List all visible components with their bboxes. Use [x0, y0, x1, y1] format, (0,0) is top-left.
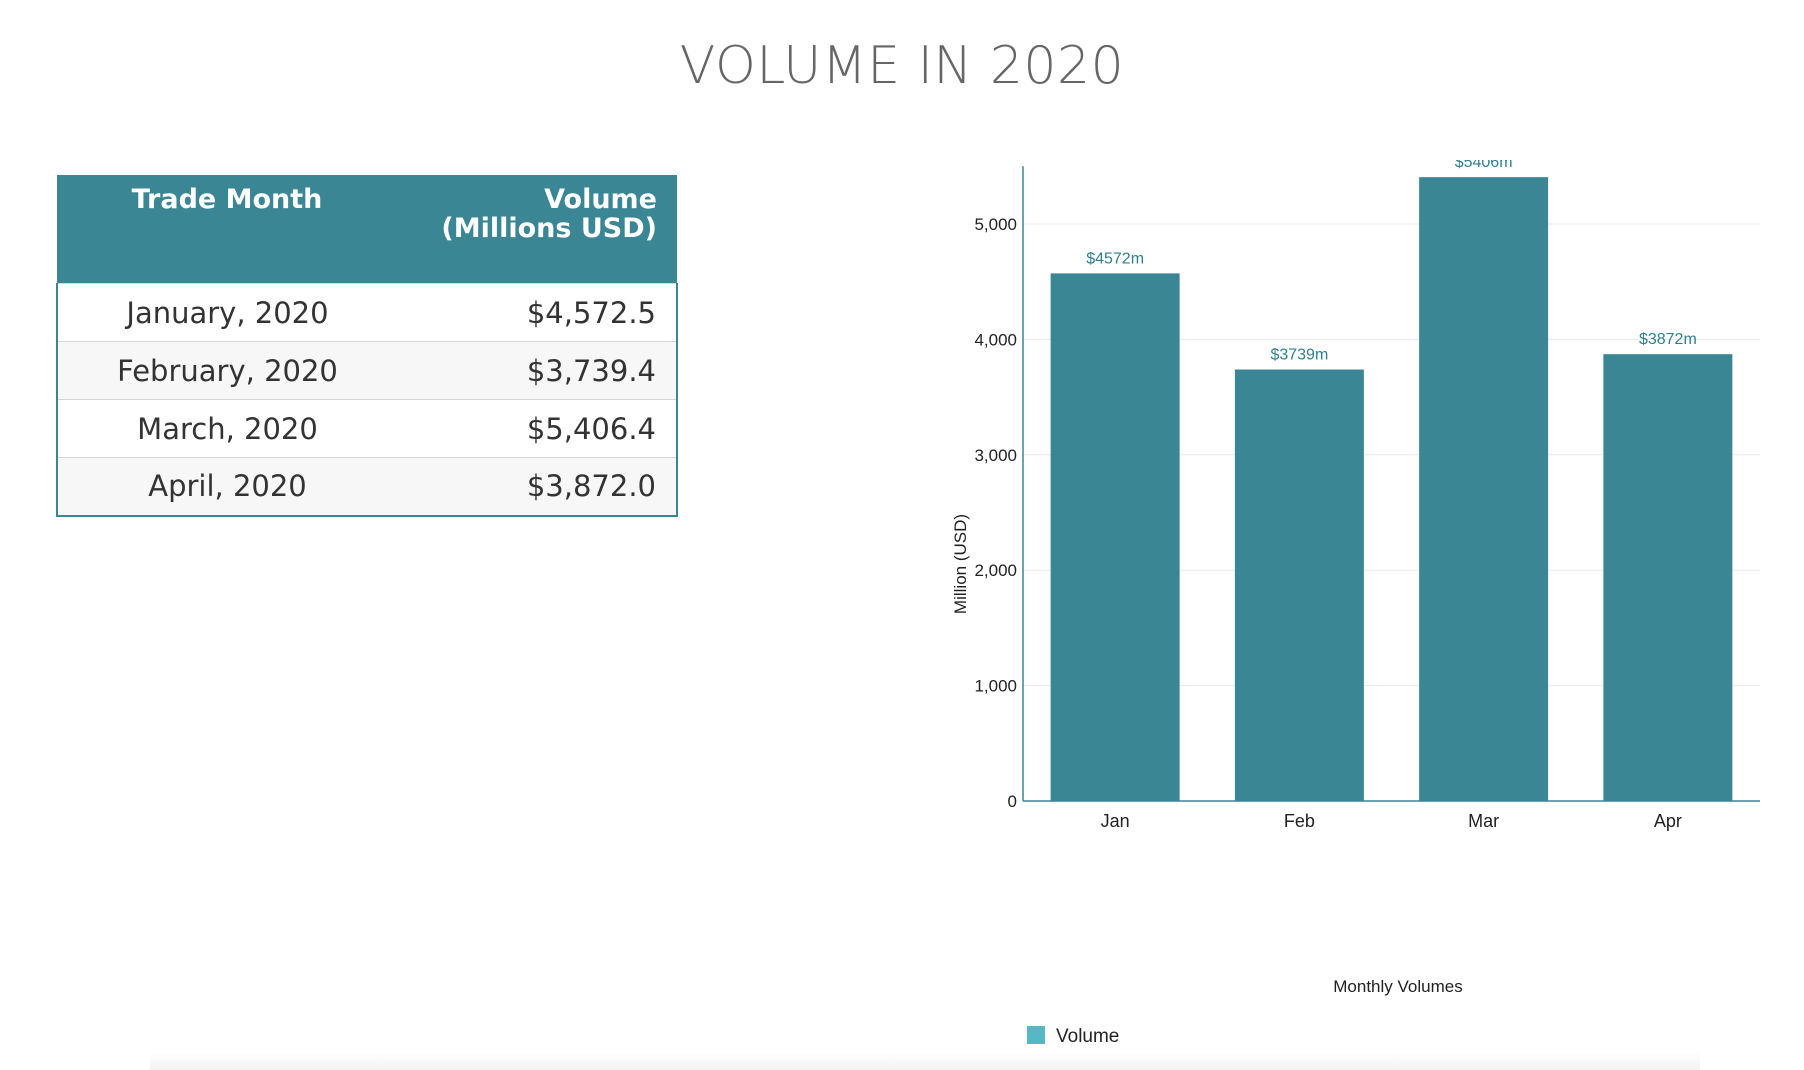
- bar[interactable]: [1050, 273, 1180, 801]
- cell-volume: $3,739.4: [397, 341, 678, 400]
- bottom-shadow: [150, 1052, 1700, 1070]
- cell-trade-month: March, 2020: [56, 399, 397, 458]
- cell-trade-month: January, 2020: [56, 283, 397, 342]
- y-tick-label: 1,000: [974, 677, 1017, 696]
- volume-table: Trade Month Volume (Millions USD) Januar…: [56, 175, 678, 517]
- cell-volume: $5,406.4: [397, 399, 678, 458]
- y-tick-label: 3,000: [974, 446, 1017, 465]
- x-tick-label: Mar: [1468, 811, 1499, 831]
- y-tick-label: 5,000: [974, 215, 1017, 234]
- chart-canvas: 0 1,000 2,000 3,000 4,000 5,000 $4572m Jan $3739…: [951, 154, 1760, 1047]
- x-tick-label: Jan: [1101, 811, 1130, 831]
- bar-series: [1050, 177, 1733, 802]
- data-label: $4572m: [1086, 250, 1144, 267]
- cell-volume: $3,872.0: [397, 457, 678, 517]
- legend-swatch: [1027, 1026, 1045, 1044]
- cell-trade-month: April, 2020: [56, 457, 397, 517]
- table-row: February, 2020 $3,739.4: [56, 341, 678, 400]
- bar[interactable]: [1603, 354, 1733, 801]
- table-row: January, 2020 $4,572.5: [56, 283, 678, 342]
- y-tick-label: 0: [1008, 792, 1017, 811]
- column-header-trade-month[interactable]: Trade Month: [57, 175, 397, 284]
- page-title: VOLUME IN 2020: [679, 36, 1125, 96]
- y-tick-label: 4,000: [974, 330, 1017, 349]
- data-label: $5406m: [1455, 160, 1513, 171]
- data-label: $3739m: [1270, 347, 1328, 364]
- table-header-row: Trade Month Volume (Millions USD): [57, 175, 677, 284]
- y-axis-title: Million (USD): [951, 514, 970, 614]
- cell-trade-month: February, 2020: [56, 341, 397, 400]
- volume-chart: 0 1,000 2,000 3,000 4,000 5,000 $4572m Jan $3739…: [920, 154, 1780, 1060]
- x-tick-label: Feb: [1284, 811, 1315, 831]
- data-label: $3872m: [1639, 331, 1697, 348]
- bar[interactable]: [1234, 369, 1364, 801]
- x-axis-title: Monthly Volumes: [1333, 977, 1462, 996]
- table-row: March, 2020 $5,406.4: [56, 399, 678, 458]
- bar[interactable]: [1419, 177, 1549, 802]
- cell-volume: $4,572.5: [397, 283, 678, 342]
- legend-label: Volume: [1056, 1026, 1119, 1047]
- table-row: April, 2020 $3,872.0: [56, 457, 678, 517]
- legend[interactable]: Volume: [1027, 1026, 1119, 1047]
- chart-axes: [1022, 166, 1760, 802]
- x-tick-label: Apr: [1654, 811, 1682, 831]
- y-tick-label: 2,000: [974, 561, 1017, 580]
- column-header-volume[interactable]: Volume (Millions USD): [397, 175, 677, 284]
